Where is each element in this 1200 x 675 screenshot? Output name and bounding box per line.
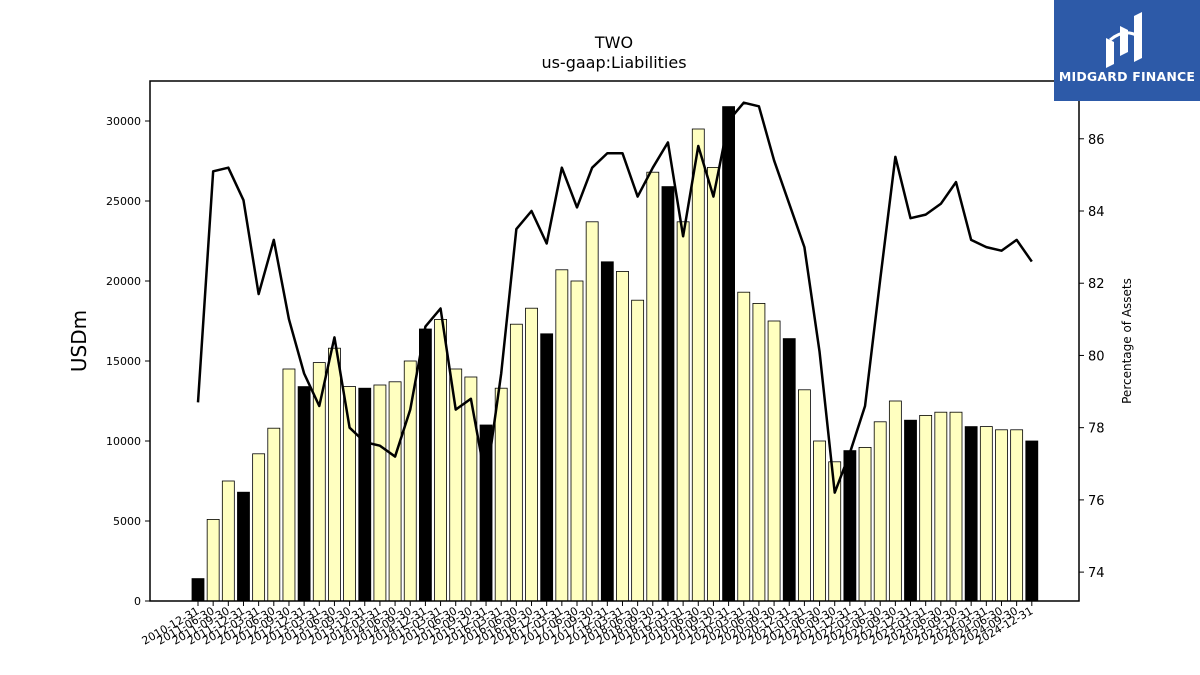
bar-2024-12-31 — [1025, 440, 1039, 602]
bar-2018-06-30 — [631, 299, 645, 602]
bar-2015-09-30 — [464, 376, 478, 602]
bar-2019-06-30 — [691, 128, 705, 602]
bar-2024-09-30 — [1010, 429, 1024, 602]
bar-2022-06-30 — [873, 421, 887, 602]
bar-2017-06-30 — [570, 280, 584, 602]
bar-2018-12-31 — [661, 186, 675, 602]
right-axis: 74 76 78 80 82 84 86 — [1079, 133, 1105, 581]
bar-2021-03-31 — [798, 389, 811, 602]
bar-2020-12-31 — [782, 338, 796, 602]
bar-2023-03-31 — [919, 414, 933, 602]
bar-2023-06-30 — [934, 411, 948, 602]
y2-tick-label: 78 — [1088, 422, 1105, 437]
bar-2014-03-31 — [373, 384, 387, 602]
percentage-line — [196, 101, 1033, 494]
bar-2023-09-30 — [949, 411, 963, 602]
bar-2022-12-31 — [904, 419, 917, 602]
bar-2017-03-31 — [555, 269, 569, 602]
y2-tick-label: 80 — [1088, 349, 1105, 364]
logo: MIDGARD FINANCE — [1054, 0, 1200, 101]
bar-2024-03-31 — [979, 426, 993, 602]
y2-tick-label: 84 — [1088, 205, 1105, 220]
bar-2016-03-31 — [494, 387, 508, 602]
y-tick-label: 5000 — [113, 515, 141, 528]
y-tick-label: 25000 — [106, 195, 141, 208]
bar-2013-12-31 — [358, 387, 372, 602]
plot-frame — [149, 80, 1080, 602]
chart-title: TWO — [594, 33, 633, 52]
bar-2012-06-30 — [267, 427, 281, 602]
bar-2021-06-30 — [813, 440, 826, 602]
bar-2016-06-30 — [509, 323, 523, 602]
bar-2014-12-31 — [418, 328, 432, 602]
bar-2019-12-31 — [722, 106, 735, 602]
bar-2014-06-30 — [388, 381, 402, 602]
bar-2017-09-30 — [585, 221, 599, 602]
left-axis: 0 5000 10000 15000 20000 25000 30000 — [106, 115, 150, 608]
bar-2011-12-31 — [237, 491, 250, 602]
bar-2012-12-31 — [297, 386, 311, 602]
bar-2015-03-31 — [434, 318, 447, 602]
bar-2019-09-30 — [707, 166, 720, 602]
bar-2023-12-31 — [964, 426, 978, 602]
bar-2020-06-30 — [752, 302, 766, 602]
y-tick-label: 30000 — [106, 115, 141, 128]
y2-tick-label: 76 — [1088, 494, 1105, 509]
bar-2016-09-30 — [525, 307, 538, 602]
bar-2017-12-31 — [600, 261, 614, 602]
bar-2022-03-31 — [858, 446, 872, 602]
bar-2018-09-30 — [646, 171, 660, 602]
bar-2010-12-31 — [191, 578, 205, 602]
bar-2021-12-31 — [843, 450, 857, 602]
bar-2012-03-31 — [252, 453, 266, 602]
bar-2018-03-31 — [616, 270, 629, 602]
bar-2020-09-30 — [767, 320, 781, 602]
bar-2011-06-30 — [206, 519, 220, 602]
bar-2020-03-31 — [737, 291, 751, 602]
bar-2016-12-31 — [540, 333, 554, 602]
y-tick-label: 15000 — [106, 355, 141, 368]
y-tick-label: 0 — [134, 595, 141, 608]
y2-axis-label: Percentage of Assets — [1120, 278, 1134, 404]
midgard-logo-icon — [1106, 12, 1142, 68]
y2-tick-label: 86 — [1088, 133, 1105, 148]
logo-text: MIDGARD FINANCE — [1058, 69, 1196, 84]
y2-tick-label: 82 — [1088, 277, 1105, 292]
y-axis-label: USDm — [67, 310, 91, 372]
bar-2024-06-30 — [995, 429, 1008, 602]
y2-tick-label: 74 — [1088, 566, 1105, 581]
chart-subtitle: us-gaap:Liabilities — [541, 53, 686, 72]
bars-group — [191, 106, 1039, 602]
y-tick-label: 20000 — [106, 275, 141, 288]
bar-2013-09-30 — [343, 386, 357, 602]
bar-2019-03-31 — [676, 221, 690, 602]
bar-2013-06-30 — [328, 347, 341, 602]
bar-2011-09-30 — [221, 480, 235, 602]
x-axis: 2010-12-312011-06-302011-09-302011-12-31… — [140, 601, 1035, 648]
bar-2012-09-30 — [282, 368, 296, 602]
bar-2014-09-30 — [403, 360, 417, 602]
line-group — [196, 101, 1033, 494]
y-tick-label: 10000 — [106, 435, 141, 448]
bar-2022-09-30 — [888, 400, 902, 602]
